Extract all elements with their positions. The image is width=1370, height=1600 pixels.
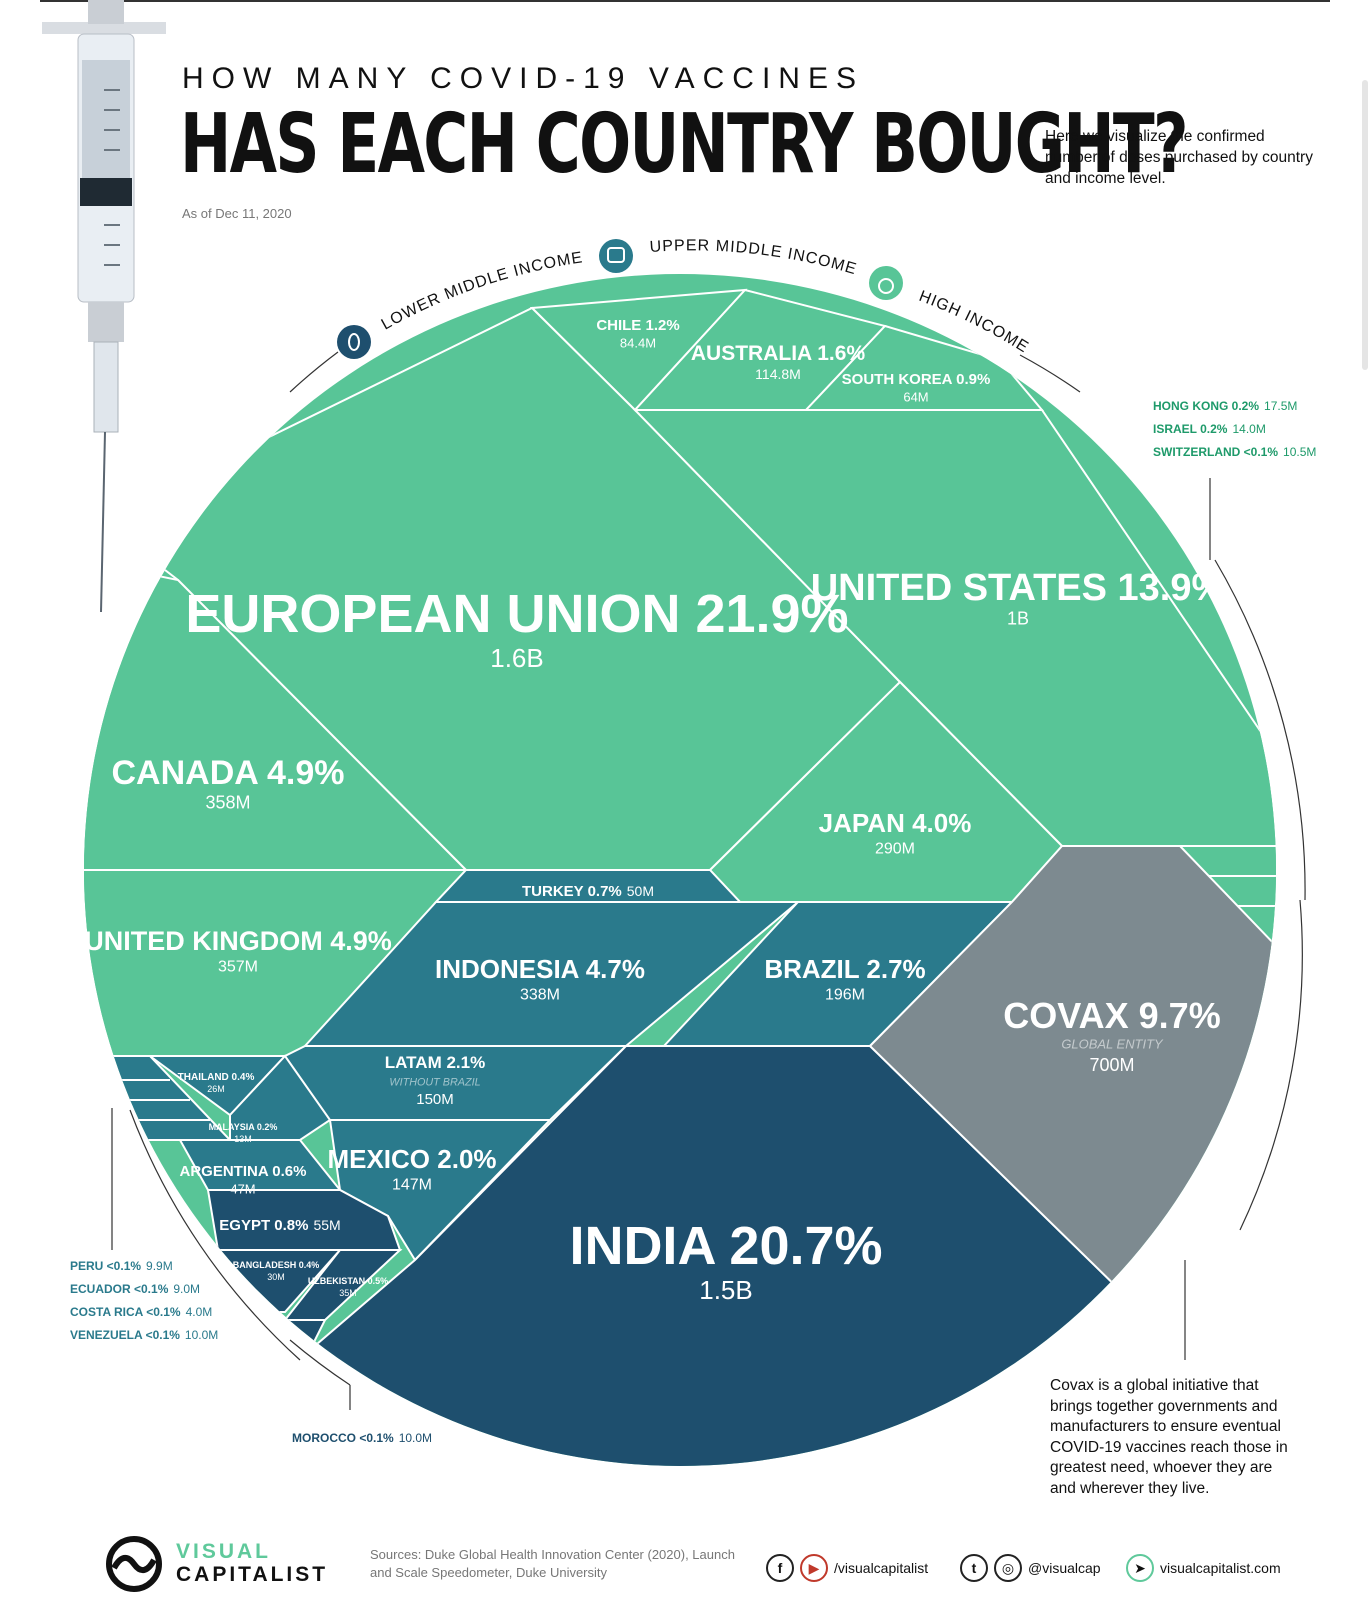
coin-icon-lower-middle bbox=[337, 325, 371, 359]
cursor-icon[interactable]: ➤ bbox=[1126, 1554, 1154, 1582]
bracket-covax bbox=[1239, 899, 1303, 1231]
social-handle-fb-yt[interactable]: /visualcapitalist bbox=[834, 1560, 929, 1576]
bracket-high-small bbox=[1214, 559, 1306, 901]
website-link[interactable]: visualcapitalist.com bbox=[1160, 1560, 1281, 1576]
social-handle-tw-ig[interactable]: @visualcap bbox=[1028, 1560, 1101, 1576]
coin-stack-icon-upper-middle bbox=[599, 239, 633, 273]
cell-mexico bbox=[328, 1119, 553, 1262]
intro-text: Here we visualize the confirmed number o… bbox=[1045, 128, 1313, 187]
cell-turkey bbox=[433, 869, 743, 903]
cell-egypt bbox=[206, 1189, 402, 1251]
social-fb-yt[interactable]: f ▶ /visualcapitalist bbox=[766, 1552, 928, 1584]
money-bag-icon-high bbox=[869, 266, 903, 300]
facebook-icon[interactable]: f bbox=[766, 1554, 794, 1582]
instagram-icon[interactable]: ◎ bbox=[994, 1554, 1022, 1582]
twitter-icon[interactable]: t bbox=[960, 1554, 988, 1582]
covax-note: Covax is a global initiative that brings… bbox=[1050, 1377, 1288, 1497]
social-web[interactable]: ➤ visualcapitalist.com bbox=[1126, 1552, 1281, 1584]
arc-lower-middle bbox=[289, 351, 339, 393]
bracket-morocco bbox=[289, 1339, 351, 1386]
youtube-icon[interactable]: ▶ bbox=[800, 1554, 828, 1582]
logo-word-capitalist: CAPITALIST bbox=[176, 1563, 329, 1586]
cell-malaysia bbox=[229, 1054, 332, 1141]
chart-title: HAS EACH COUNTRY BOUGHT? bbox=[180, 97, 1189, 192]
bracket-latam-small bbox=[129, 1109, 301, 1361]
social-tw-ig[interactable]: t ◎ @visualcap bbox=[960, 1552, 1101, 1584]
sources-text: Sources: Duke Global Health Innovation C… bbox=[370, 1547, 735, 1580]
logo-word-visual: VISUAL bbox=[176, 1540, 272, 1563]
syringe-icon bbox=[42, 0, 166, 613]
as-of-date: As of Dec 11, 2020 bbox=[182, 206, 292, 221]
top-rule bbox=[40, 0, 1330, 2]
visual-capitalist-logo-icon bbox=[106, 1536, 162, 1592]
scroll-edge bbox=[1362, 80, 1368, 370]
chart-subtitle: HOW MANY COVID-19 VACCINES bbox=[182, 62, 864, 95]
arc-high bbox=[1019, 354, 1081, 393]
